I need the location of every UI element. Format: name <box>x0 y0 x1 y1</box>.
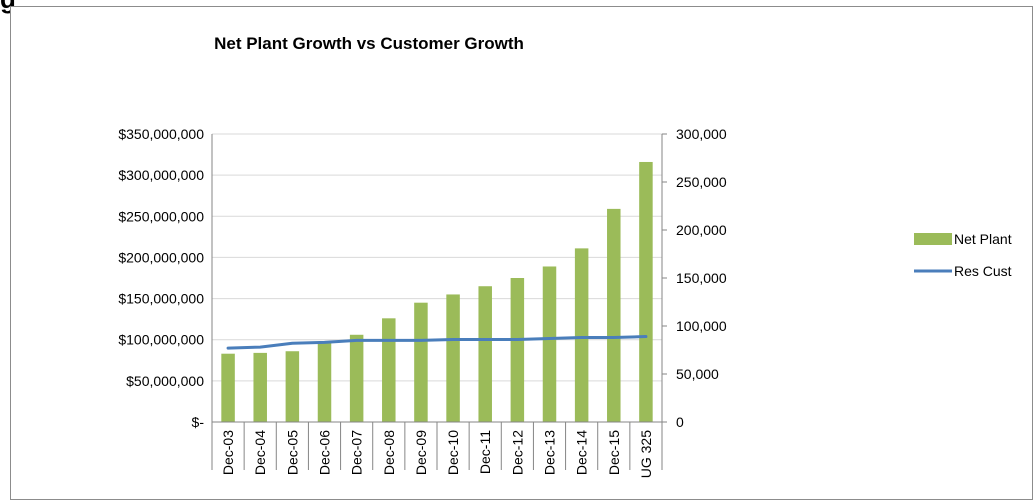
y-right-tick-label: 0 <box>676 414 684 430</box>
x-tick-label: Dec-11 <box>477 430 493 474</box>
x-tick-label: Dec-07 <box>349 430 365 475</box>
chart-frame: Net Plant Growth vs Customer Growth $- $5… <box>10 6 1033 500</box>
legend-label-net-plant: Net Plant <box>954 231 1012 247</box>
bar-net-plant <box>639 161 653 422</box>
y-right-tick-label: 100,000 <box>676 318 727 334</box>
x-tick-label: Dec-04 <box>252 430 268 475</box>
y-right-tick-label: 250,000 <box>676 174 727 190</box>
y-right-tick-label: 200,000 <box>676 222 727 238</box>
x-tick-label: Dec-05 <box>284 430 300 475</box>
y-left-tick-label: $50,000,000 <box>126 373 204 389</box>
bar-layer <box>221 161 653 422</box>
x-tick-label: Dec-10 <box>445 430 461 475</box>
y-left-tick-label: $100,000,000 <box>118 332 204 348</box>
bar-net-plant <box>446 294 460 422</box>
y-left-tick-label: $- <box>192 414 205 430</box>
chart-svg: Net Plant Growth vs Customer Growth $- $5… <box>118 34 1012 478</box>
y-left-tick-label: $200,000,000 <box>118 249 204 265</box>
line-layer <box>226 335 648 350</box>
bar-net-plant <box>253 352 267 422</box>
legend-swatch-net-plant <box>914 233 952 245</box>
line-res-cust <box>226 335 648 350</box>
x-tick-label: Dec-06 <box>317 430 333 475</box>
chart-title: Net Plant Growth vs Customer Growth <box>214 34 524 53</box>
y-left-tick-label: $350,000,000 <box>118 126 204 142</box>
x-tick-label: Dec-08 <box>381 430 397 475</box>
bar-net-plant <box>349 334 364 422</box>
x-tick-label: UG 325 <box>638 430 654 478</box>
bar-net-plant <box>414 302 428 422</box>
bar-net-plant <box>317 343 332 422</box>
y-left-tick-label: $250,000,000 <box>118 208 204 224</box>
axis-layer: $- $50,000,000 $100,000,000 $150,000,000 $20… <box>118 126 726 478</box>
bar-net-plant <box>607 208 621 422</box>
y-right-tick-label: 300,000 <box>676 126 727 142</box>
bar-net-plant <box>382 318 396 422</box>
x-tick-label: Dec-15 <box>606 430 622 475</box>
y-right-tick-label: 150,000 <box>676 270 727 286</box>
bar-net-plant <box>574 248 589 422</box>
y-left-tick-label: $300,000,000 <box>118 167 204 183</box>
y-right-tick-label: 50,000 <box>676 366 719 382</box>
bar-net-plant <box>542 266 557 422</box>
x-tick-label: Dec-13 <box>542 430 558 475</box>
x-tick-label: Dec-12 <box>509 430 525 475</box>
x-tick-label: Dec-03 <box>220 430 236 475</box>
x-tick-label: Dec-14 <box>574 430 590 475</box>
grid-layer <box>212 133 662 423</box>
x-tick-label: Dec-09 <box>413 430 429 475</box>
bar-net-plant <box>221 353 235 422</box>
bar-net-plant <box>510 278 525 422</box>
chart-legend: Net Plant Res Cust <box>914 231 1012 279</box>
y-left-tick-label: $150,000,000 <box>118 291 204 307</box>
legend-label-res-cust: Res Cust <box>954 263 1012 279</box>
bar-net-plant <box>285 351 300 422</box>
bar-net-plant <box>478 286 492 422</box>
